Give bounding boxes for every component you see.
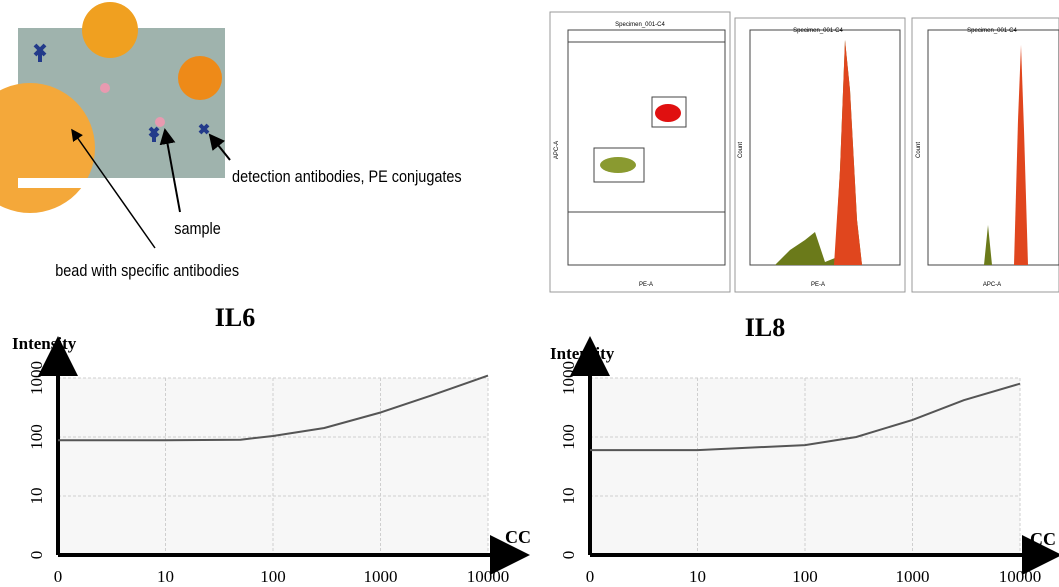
x-tick-label: 10 <box>689 567 706 586</box>
arrow <box>208 133 231 161</box>
line <box>58 374 489 442</box>
plot-frame <box>567 29 726 266</box>
panel-title: Specimen_001-C4 <box>967 28 1017 34</box>
bead <box>178 56 222 100</box>
panel-title: Specimen_001-C4 <box>615 22 665 28</box>
chart: 0 10 100 1000 10000 0 10 100 1000 IL8 Intensity CC <box>550 313 1059 586</box>
x-tick-label: 10000 <box>999 567 1042 586</box>
x-tick-label: 100 <box>792 567 818 586</box>
x-tick-label: 100 <box>260 567 286 586</box>
y-axis-label: Intensity <box>12 334 77 353</box>
y-axis-label: Intensity <box>550 344 615 363</box>
cytometry: Specimen_001-C4 PE-A APC-A Specimen_001-… <box>549 11 1059 293</box>
arrow <box>159 128 181 213</box>
plot-frame <box>927 29 1059 266</box>
y-tick-label: 10 <box>559 488 578 505</box>
chart-title: IL6 <box>215 303 255 332</box>
illustration: detection antibodies, PE conjugates samp… <box>0 2 462 280</box>
antibody <box>148 126 160 142</box>
y-tick-label: 0 <box>27 551 46 560</box>
chart: 0 10 100 1000 10000 0 10 100 1000 IL6 Intensity CC <box>12 303 531 586</box>
panel <box>734 17 906 293</box>
bead <box>82 2 138 58</box>
label: bead with specific antibodies <box>55 262 239 280</box>
x-axis-label: CC <box>505 527 531 547</box>
x-tick-label: 0 <box>586 567 595 586</box>
antibody <box>198 123 210 135</box>
chart-title: IL8 <box>745 313 785 342</box>
antibody <box>33 43 47 62</box>
panel <box>549 11 731 293</box>
line <box>590 382 1021 452</box>
axis-label: APC-A <box>983 282 1001 288</box>
label: detection antibodies, PE conjugates <box>232 168 462 186</box>
y-tick-label: 100 <box>27 424 46 450</box>
axis-label: Count <box>916 142 922 158</box>
x-tick-label: 0 <box>54 567 63 586</box>
x-tick-label: 10000 <box>467 567 510 586</box>
x-axis-label: CC <box>1030 529 1056 549</box>
axis-label: PE-A <box>639 282 653 288</box>
label: sample <box>174 220 221 238</box>
y-tick-label: 100 <box>559 424 578 450</box>
panel-title: Specimen_001-C4 <box>793 28 843 34</box>
sample-molecule <box>100 83 110 93</box>
panel <box>911 17 1059 293</box>
x-tick-label: 1000 <box>364 567 398 586</box>
axis-label: APC-A <box>554 141 560 159</box>
y-tick-label: 10 <box>27 488 46 505</box>
y-tick-label: 1000 <box>27 361 46 395</box>
y-tick-label: 1000 <box>559 361 578 395</box>
axis-label: PE-A <box>811 282 825 288</box>
y-tick-label: 0 <box>559 551 578 560</box>
axis-label: Count <box>738 142 744 158</box>
x-tick-label: 1000 <box>896 567 930 586</box>
sample-molecule <box>155 117 165 127</box>
arrow <box>71 128 156 249</box>
x-tick-label: 10 <box>157 567 174 586</box>
